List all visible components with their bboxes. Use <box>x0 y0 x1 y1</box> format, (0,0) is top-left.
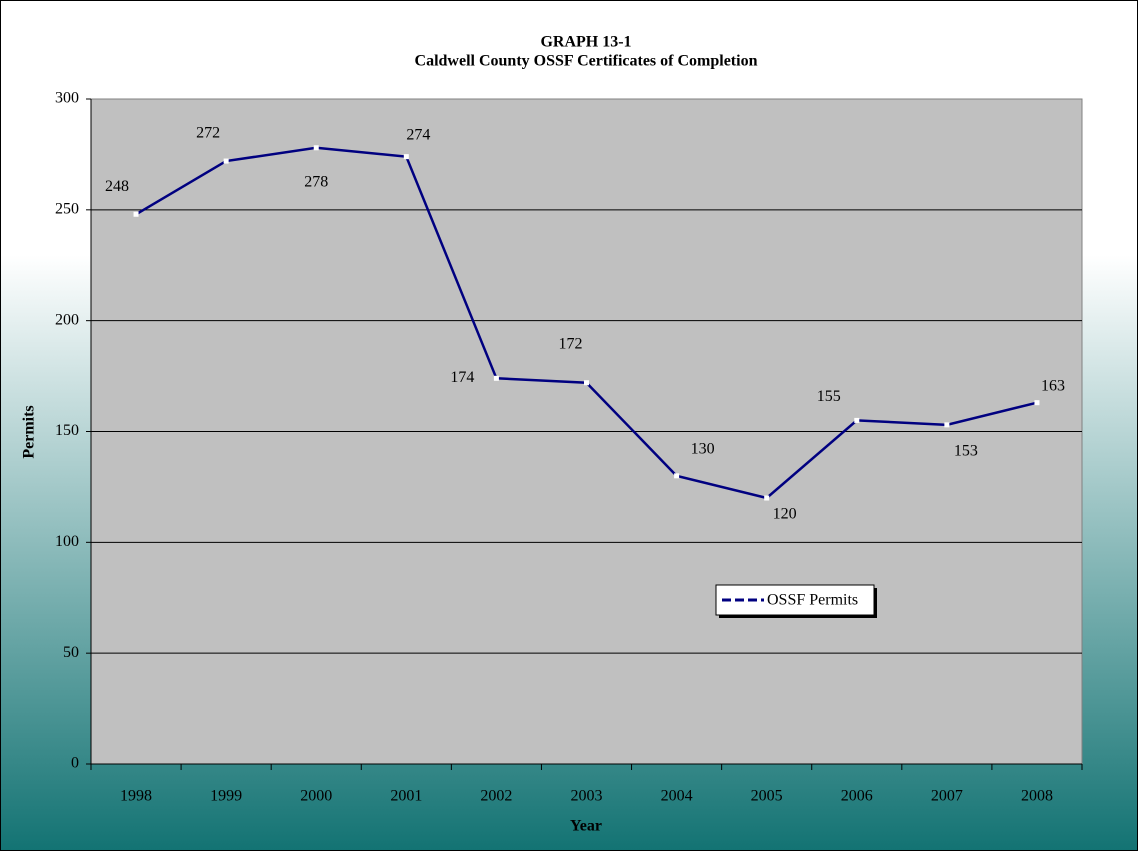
data-point <box>584 380 589 386</box>
data-label: 274 <box>406 126 430 143</box>
x-tick-label: 2001 <box>390 788 422 805</box>
data-label: 248 <box>105 178 129 195</box>
legend-label: OSSF Permits <box>767 592 858 609</box>
y-tick-label: 100 <box>55 533 79 550</box>
x-axis-label: Year <box>570 818 602 835</box>
x-tick-label: 2005 <box>751 788 783 805</box>
data-label: 172 <box>559 335 583 352</box>
data-label: 163 <box>1041 377 1065 394</box>
data-point <box>493 375 499 381</box>
data-point <box>1034 400 1040 406</box>
data-point <box>674 473 680 479</box>
data-point <box>133 211 139 217</box>
y-tick-label: 200 <box>55 311 79 328</box>
data-label: 278 <box>304 173 328 190</box>
x-tick-label: 2007 <box>931 788 963 805</box>
y-tick-label: 0 <box>71 755 79 772</box>
data-label: 174 <box>450 369 474 386</box>
y-tick-label: 300 <box>55 90 79 107</box>
x-tick-label: 2008 <box>1021 788 1053 805</box>
y-tick-label: 250 <box>55 201 79 218</box>
chart-subtitle: Caldwell County OSSF Certificates of Com… <box>415 53 758 70</box>
data-point <box>313 145 319 151</box>
data-label: 120 <box>773 506 797 523</box>
data-point <box>764 495 770 501</box>
x-tick-label: 2002 <box>480 788 512 805</box>
x-tick-label: 2000 <box>300 788 332 805</box>
data-point <box>223 158 229 164</box>
y-axis-label: Permits <box>21 405 38 458</box>
y-tick-label: 150 <box>55 422 79 439</box>
data-point <box>944 422 950 428</box>
x-tick-label: 2004 <box>661 788 693 805</box>
x-tick-label: 1998 <box>120 788 152 805</box>
chart-title: GRAPH 13-1 <box>540 34 631 51</box>
x-tick-label: 2003 <box>571 788 603 805</box>
data-point <box>403 154 409 160</box>
data-point <box>854 417 860 423</box>
data-label: 155 <box>817 388 841 405</box>
data-label: 130 <box>691 441 715 458</box>
x-tick-label: 2006 <box>841 788 873 805</box>
y-tick-label: 50 <box>63 644 79 661</box>
x-tick-label: 1999 <box>210 788 242 805</box>
data-label: 153 <box>954 443 978 460</box>
data-label: 272 <box>196 125 220 142</box>
